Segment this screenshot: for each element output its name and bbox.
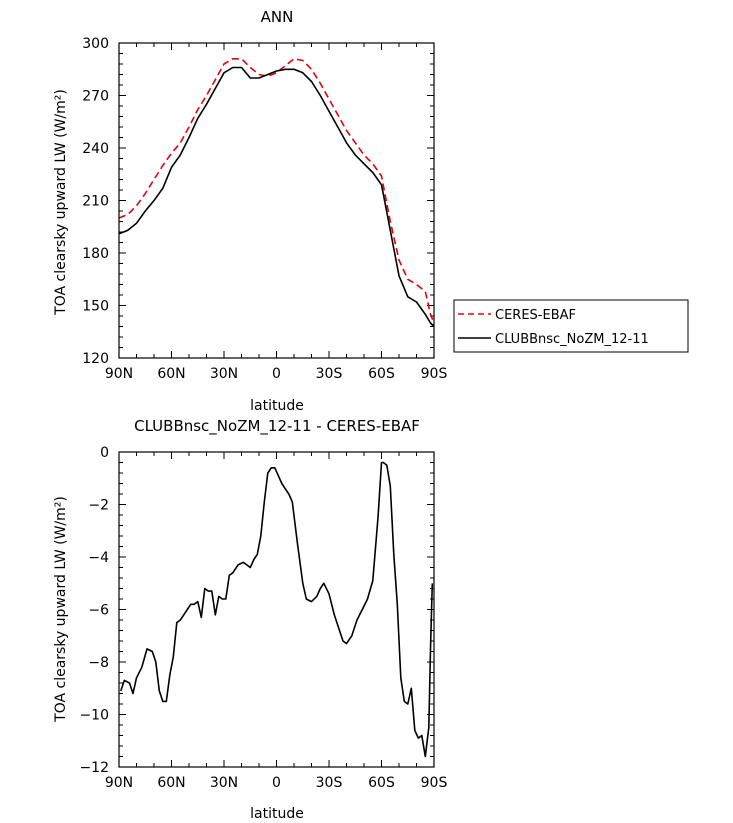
bottom-chart-ticks: 90N 60N 30N 0 30S 60S 90S −12 −10 −8 −6 −4 −2 0 xyxy=(79,445,447,791)
bottom-chart-frame xyxy=(118,451,435,768)
x-tick-label: 90S xyxy=(421,366,448,382)
y-tick-label: 270 xyxy=(82,89,109,105)
y-tick-label: 150 xyxy=(82,299,109,315)
top-y-label-text: TOA clearsky upward LW (W/m²) xyxy=(53,89,69,316)
y-tick-label: 0 xyxy=(100,445,109,461)
legend-label-clubb: CLUBBnsc_NoZM_12-11 xyxy=(495,332,649,347)
x-tick-label: 60N xyxy=(157,775,185,791)
y-tick-label: −4 xyxy=(88,550,109,566)
top-chart-x-axis-label: latitude xyxy=(250,398,304,414)
legend: CERES-EBAF CLUBBnsc_NoZM_12-11 xyxy=(453,299,689,353)
x-tick-label: 30S xyxy=(316,366,343,382)
x-tick-label: 0 xyxy=(272,775,281,791)
legend-label-ceres: CERES-EBAF xyxy=(495,308,576,323)
x-tick-label: 90N xyxy=(105,366,133,382)
x-tick-label: 60N xyxy=(157,366,185,382)
y-tick-label: −8 xyxy=(88,655,109,671)
top-line-chart: ANN TOA clearsky upward LW (W/m²) latitu… xyxy=(53,8,447,414)
y-tick-label: −6 xyxy=(88,603,109,619)
bottom-y-label-text: TOA clearsky upward LW (W/m²) xyxy=(53,496,69,723)
y-tick-label: 210 xyxy=(82,194,109,210)
legend-box xyxy=(453,299,689,353)
series-line-1-0 xyxy=(120,461,434,758)
bottom-chart-series xyxy=(120,461,434,758)
x-tick-label: 90N xyxy=(105,775,133,791)
bottom-chart-title: CLUBBnsc_NoZM_12-11 - CERES-EBAF xyxy=(134,417,420,436)
y-tick-label: −2 xyxy=(88,498,109,514)
top-chart-ticks: 90N 60N 30N 0 30S 60S 90S 120 150 180 210 240 270 300 xyxy=(82,36,447,382)
x-tick-label: 60S xyxy=(368,366,395,382)
bottom-chart-y-axis-label: TOA clearsky upward LW (W/m²) xyxy=(53,496,69,723)
top-chart-title: ANN xyxy=(261,8,294,26)
top-chart-series xyxy=(118,57,435,328)
x-tick-label: 30N xyxy=(210,775,238,791)
y-tick-label: −12 xyxy=(79,760,109,776)
series-line-0-1 xyxy=(118,66,435,328)
y-tick-label: −10 xyxy=(79,708,109,724)
x-tick-label: 30N xyxy=(210,366,238,382)
bottom-chart-x-axis-label: latitude xyxy=(250,806,304,822)
x-tick-label: 0 xyxy=(272,366,281,382)
x-tick-label: 30S xyxy=(316,775,343,791)
x-tick-label: 90S xyxy=(421,775,448,791)
y-tick-label: 240 xyxy=(82,141,109,157)
x-tick-label: 60S xyxy=(368,775,395,791)
y-tick-label: 120 xyxy=(82,351,109,367)
top-chart-frame xyxy=(118,42,435,359)
series-line-0-0 xyxy=(118,57,435,324)
y-tick-label: 180 xyxy=(82,246,109,262)
y-tick-label: 300 xyxy=(82,36,109,52)
top-chart-y-axis-label: TOA clearsky upward LW (W/m²) xyxy=(53,89,69,316)
bottom-line-chart: CLUBBnsc_NoZM_12-11 - CERES-EBAF TOA cle… xyxy=(53,417,447,822)
